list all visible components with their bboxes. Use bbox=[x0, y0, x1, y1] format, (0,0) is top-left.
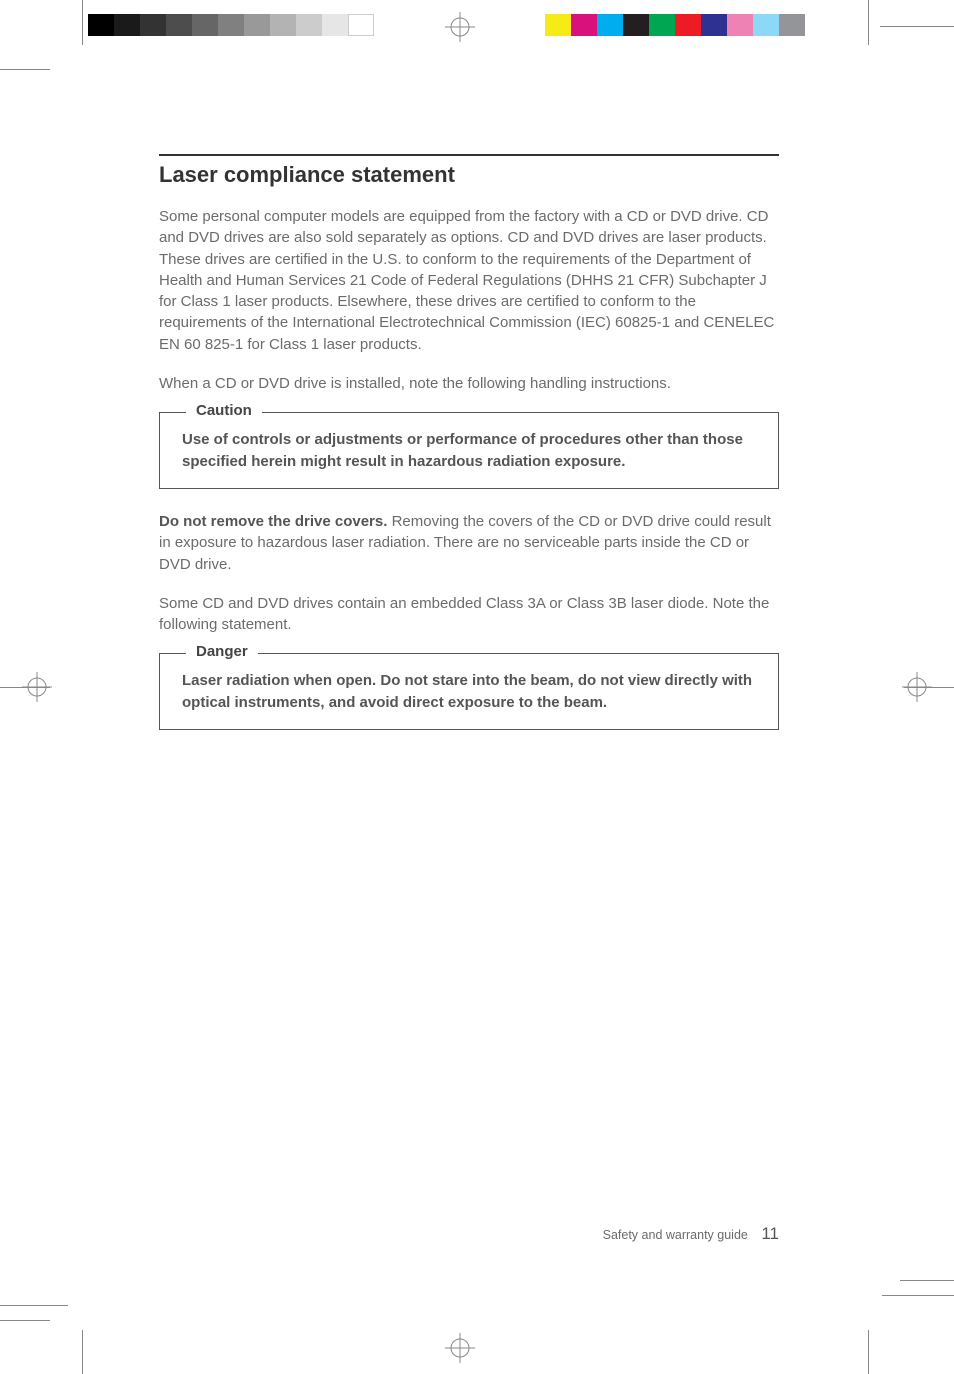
body-paragraph: Do not remove the drive covers. Removing… bbox=[159, 511, 779, 575]
section-heading: Laser compliance statement bbox=[159, 162, 779, 188]
page-footer: Safety and warranty guide 11 bbox=[159, 1224, 779, 1244]
section-rule bbox=[159, 154, 779, 156]
bold-lead: Do not remove the drive covers. bbox=[159, 513, 387, 530]
registration-target-icon bbox=[445, 1333, 475, 1363]
body-paragraph: Some personal computer models are equipp… bbox=[159, 206, 779, 355]
caution-callout: Caution Use of controls or adjustments o… bbox=[159, 412, 779, 489]
body-paragraph: When a CD or DVD drive is installed, not… bbox=[159, 373, 779, 394]
caution-label: Caution bbox=[186, 402, 262, 419]
registration-target-icon bbox=[445, 12, 475, 42]
page-content: Laser compliance statement Some personal… bbox=[159, 154, 779, 752]
caution-body: Use of controls or adjustments or perfor… bbox=[182, 429, 756, 472]
body-paragraph: Some CD and DVD drives contain an embedd… bbox=[159, 593, 779, 636]
process-color-bar bbox=[545, 14, 805, 36]
registration-target-icon bbox=[902, 672, 932, 702]
registration-target-icon bbox=[22, 672, 52, 702]
page-number: 11 bbox=[751, 1224, 779, 1243]
danger-callout: Danger Laser radiation when open. Do not… bbox=[159, 653, 779, 730]
danger-body: Laser radiation when open. Do not stare … bbox=[182, 670, 756, 713]
danger-label: Danger bbox=[186, 643, 258, 660]
footer-text: Safety and warranty guide bbox=[603, 1228, 748, 1242]
grayscale-color-bar bbox=[88, 14, 374, 36]
